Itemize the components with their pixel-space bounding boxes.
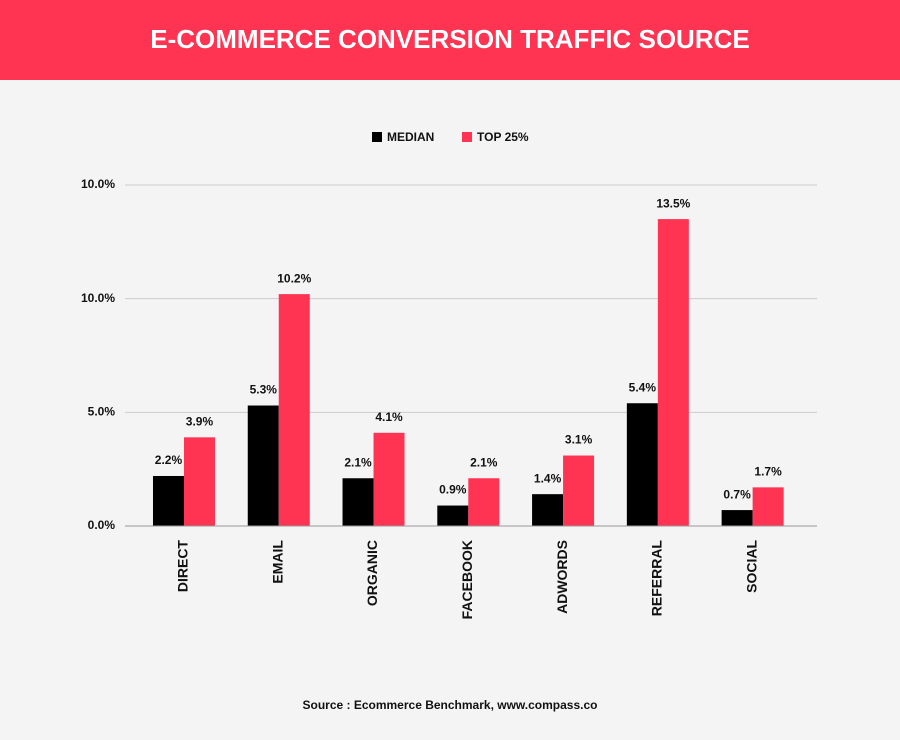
x-tick-label: SOCIAL — [743, 540, 759, 593]
y-tick-label: 5.0% — [88, 405, 116, 419]
header-band — [0, 0, 900, 80]
x-tick-label: ORGANIC — [364, 540, 380, 606]
value-label: 2.1% — [344, 455, 372, 469]
value-label: 4.1% — [375, 410, 403, 424]
bar — [563, 455, 595, 526]
y-tick-label: 10.0% — [81, 177, 115, 191]
bar — [468, 478, 500, 526]
bar — [752, 487, 784, 526]
bar — [278, 294, 310, 526]
x-tick-label: REFERRAL — [649, 540, 665, 617]
legend-label: MEDIAN — [387, 130, 434, 144]
y-tick-label: 10.0% — [81, 291, 115, 305]
bar — [721, 510, 753, 526]
bar — [437, 505, 469, 526]
bar — [183, 437, 215, 526]
value-label: 0.7% — [723, 487, 751, 501]
x-tick-label: EMAIL — [269, 540, 285, 584]
value-label: 1.7% — [754, 465, 782, 479]
legend-label: TOP 25% — [477, 130, 529, 144]
bar — [626, 403, 658, 526]
value-label: 5.4% — [629, 380, 657, 394]
value-label: 3.9% — [186, 415, 214, 429]
legend-swatch — [372, 132, 382, 142]
value-label: 0.9% — [439, 483, 467, 497]
value-label: 2.2% — [155, 453, 183, 467]
x-tick-label: FACEBOOK — [459, 540, 475, 619]
x-tick-label: DIRECT — [175, 540, 191, 593]
source-note: Source : Ecommerce Benchmark, www.compas… — [302, 698, 597, 712]
bar — [373, 432, 405, 526]
value-label: 13.5% — [656, 196, 690, 210]
chart-title: E-COMMERCE CONVERSION TRAFFIC SOURCE — [150, 24, 749, 54]
value-label: 3.1% — [565, 433, 593, 447]
value-label: 2.1% — [470, 455, 498, 469]
bar — [152, 475, 184, 526]
legend-swatch — [462, 132, 472, 142]
bar — [247, 405, 279, 526]
value-label: 5.3% — [250, 383, 278, 397]
bar — [532, 494, 564, 526]
value-label: 10.2% — [277, 271, 311, 285]
value-label: 1.4% — [534, 471, 562, 485]
bar — [657, 219, 689, 526]
bar — [342, 478, 374, 526]
x-tick-label: ADWORDS — [554, 540, 570, 614]
y-tick-label: 0.0% — [88, 518, 116, 532]
